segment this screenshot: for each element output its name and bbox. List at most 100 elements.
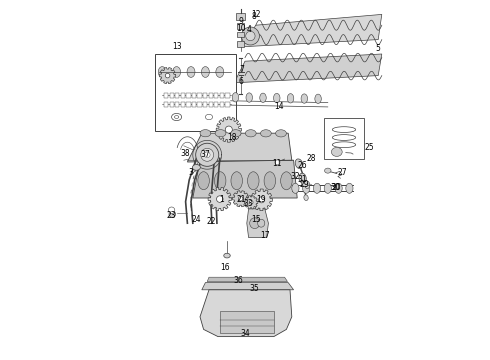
Text: 9: 9: [239, 17, 244, 26]
Text: 5: 5: [376, 44, 381, 53]
Circle shape: [204, 152, 210, 158]
Ellipse shape: [275, 130, 286, 137]
Ellipse shape: [281, 172, 292, 190]
Circle shape: [245, 31, 255, 41]
Bar: [225, 102, 229, 107]
Polygon shape: [160, 68, 176, 84]
Bar: [155, 54, 236, 131]
Text: 27: 27: [338, 168, 347, 177]
Polygon shape: [207, 277, 288, 282]
Bar: [175, 102, 179, 107]
Text: 19: 19: [256, 195, 266, 204]
Bar: [236, 13, 245, 20]
Bar: [197, 93, 202, 98]
Bar: [186, 102, 191, 107]
Polygon shape: [234, 54, 382, 83]
Text: 35: 35: [249, 284, 259, 293]
Bar: [225, 93, 229, 98]
Polygon shape: [193, 160, 297, 198]
Bar: [203, 93, 207, 98]
Polygon shape: [247, 209, 269, 238]
Ellipse shape: [172, 113, 182, 121]
Polygon shape: [233, 191, 249, 207]
Ellipse shape: [215, 130, 226, 137]
Polygon shape: [200, 290, 292, 337]
Ellipse shape: [261, 130, 271, 137]
Bar: [209, 102, 213, 107]
Text: 13: 13: [172, 42, 181, 51]
Circle shape: [239, 197, 243, 201]
Ellipse shape: [264, 172, 275, 190]
Ellipse shape: [158, 67, 166, 77]
Text: 28: 28: [307, 154, 317, 163]
Text: 8: 8: [252, 12, 256, 21]
Text: 11: 11: [272, 159, 282, 168]
Text: 18: 18: [228, 133, 237, 142]
Bar: [170, 93, 174, 98]
Text: 36: 36: [233, 276, 243, 285]
Ellipse shape: [232, 93, 239, 102]
Ellipse shape: [260, 93, 266, 103]
Text: 30: 30: [330, 184, 340, 192]
Text: 6: 6: [239, 77, 244, 85]
Ellipse shape: [305, 183, 309, 189]
Text: 12: 12: [251, 10, 261, 19]
Circle shape: [242, 27, 259, 45]
Ellipse shape: [332, 127, 356, 132]
Ellipse shape: [332, 142, 356, 148]
Text: 23: 23: [167, 211, 176, 220]
Ellipse shape: [301, 94, 308, 103]
Bar: [197, 102, 202, 107]
Text: 32: 32: [291, 172, 300, 181]
Ellipse shape: [346, 183, 353, 193]
Bar: [220, 311, 274, 333]
Bar: [214, 93, 219, 98]
Polygon shape: [216, 117, 242, 142]
Bar: [164, 102, 169, 107]
Ellipse shape: [174, 116, 179, 118]
Text: 31: 31: [298, 175, 307, 184]
Ellipse shape: [324, 168, 331, 173]
Bar: [237, 23, 245, 29]
Ellipse shape: [172, 67, 180, 77]
Ellipse shape: [304, 195, 308, 201]
Ellipse shape: [187, 67, 195, 77]
Text: 21: 21: [237, 194, 246, 203]
Ellipse shape: [324, 183, 331, 193]
Bar: [186, 93, 191, 98]
Ellipse shape: [287, 94, 294, 103]
Text: 16: 16: [220, 263, 230, 271]
Text: 4: 4: [246, 25, 251, 34]
Bar: [209, 93, 213, 98]
Ellipse shape: [250, 218, 260, 229]
Text: 24: 24: [192, 215, 201, 224]
Circle shape: [275, 160, 280, 165]
Bar: [324, 118, 364, 159]
Ellipse shape: [215, 172, 226, 190]
Text: 38: 38: [181, 149, 191, 158]
Circle shape: [259, 197, 265, 203]
Circle shape: [201, 148, 214, 161]
Ellipse shape: [301, 181, 310, 186]
Circle shape: [169, 207, 175, 213]
Text: 14: 14: [274, 102, 284, 111]
Ellipse shape: [331, 148, 342, 156]
Ellipse shape: [224, 253, 230, 258]
Text: 10: 10: [237, 23, 246, 32]
Text: 26: 26: [298, 161, 307, 170]
Bar: [192, 93, 196, 98]
Ellipse shape: [335, 183, 342, 193]
Ellipse shape: [292, 183, 299, 193]
Ellipse shape: [258, 219, 265, 227]
Bar: [164, 93, 169, 98]
Ellipse shape: [332, 135, 356, 140]
Bar: [175, 93, 179, 98]
Circle shape: [217, 196, 223, 202]
Circle shape: [249, 201, 253, 204]
Ellipse shape: [198, 172, 209, 190]
Ellipse shape: [245, 130, 256, 137]
Polygon shape: [251, 189, 272, 211]
Bar: [214, 102, 219, 107]
Ellipse shape: [205, 114, 213, 120]
Text: 1: 1: [219, 195, 224, 204]
